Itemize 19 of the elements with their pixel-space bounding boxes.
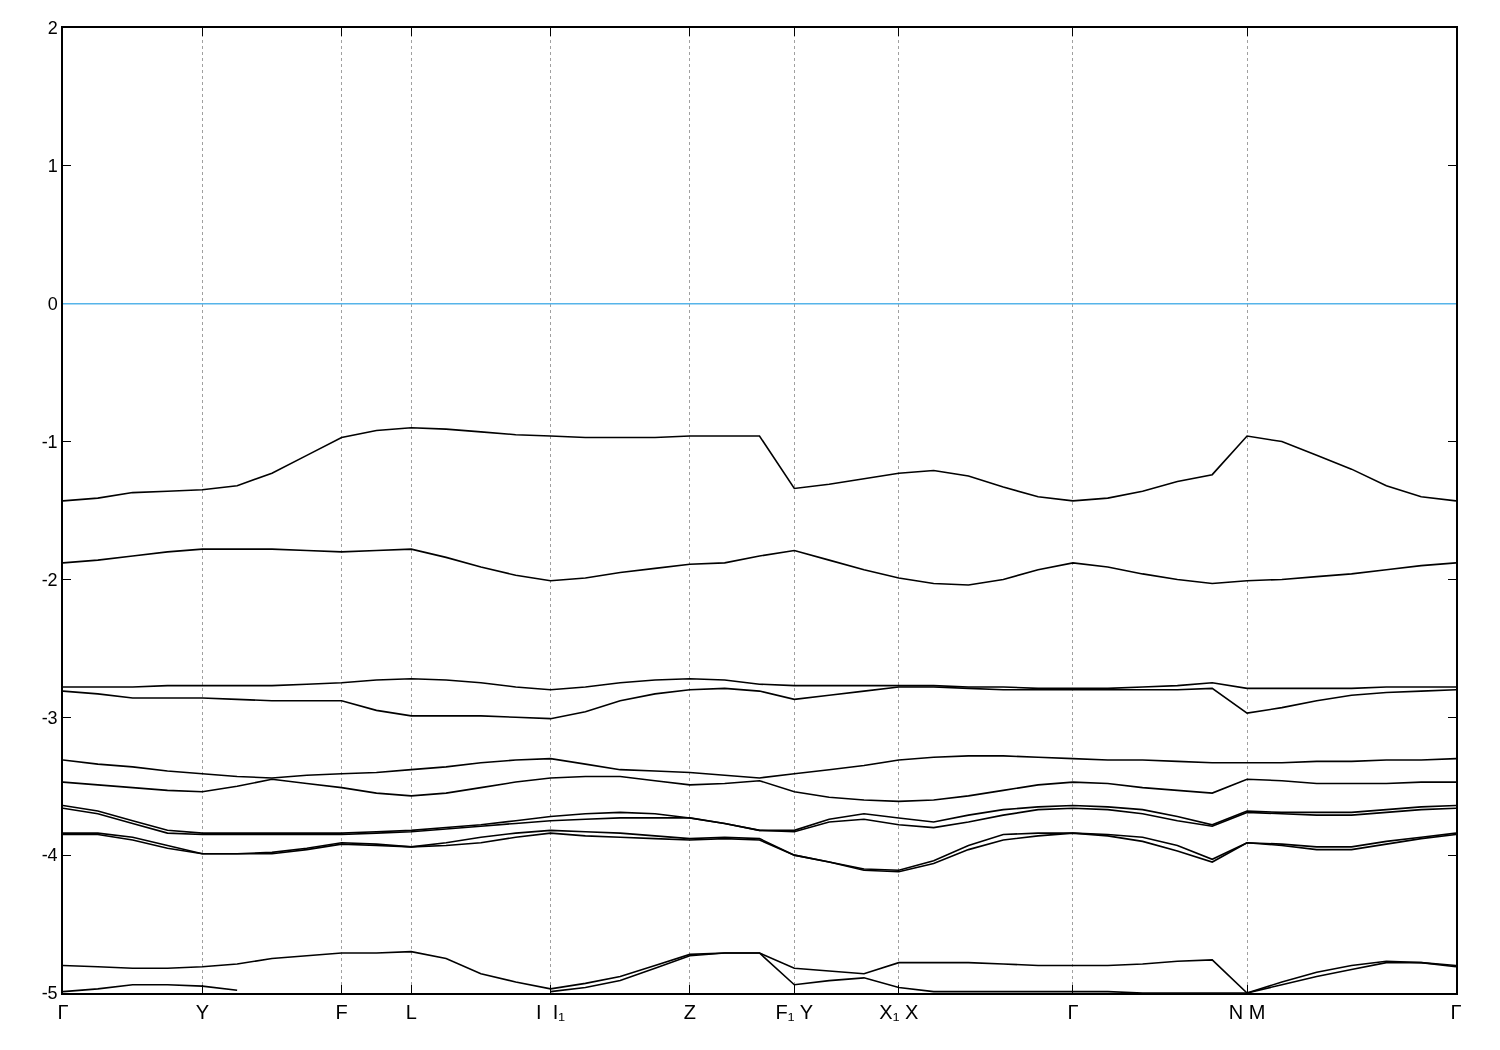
x-tick-label: Z <box>683 1000 696 1023</box>
y-tick-label: -4 <box>41 845 58 866</box>
y-tick-label: -3 <box>41 707 58 728</box>
y-tick-label: 2 <box>47 18 58 39</box>
x-tick-label: L <box>405 1000 417 1023</box>
y-tick-label: -1 <box>41 431 58 452</box>
y-tick-label: 1 <box>47 156 58 177</box>
x-tick-label: Y <box>195 1000 209 1023</box>
x-tick-label: F <box>335 1000 348 1023</box>
x-tick-label: X₁ X <box>879 1000 919 1023</box>
x-tick-label: N M <box>1228 1000 1266 1023</box>
x-tick-label: Γ <box>1450 1000 1462 1023</box>
x-tick-label: F₁ Y <box>775 1000 814 1023</box>
x-tick-label: I I₁ <box>536 1000 566 1023</box>
y-tick-label: 0 <box>47 294 58 315</box>
x-tick-label: Γ <box>57 1000 69 1023</box>
y-tick-label: -2 <box>41 569 58 590</box>
y-tick-label: -5 <box>41 983 58 1004</box>
x-tick-label: Γ <box>1067 1000 1079 1023</box>
